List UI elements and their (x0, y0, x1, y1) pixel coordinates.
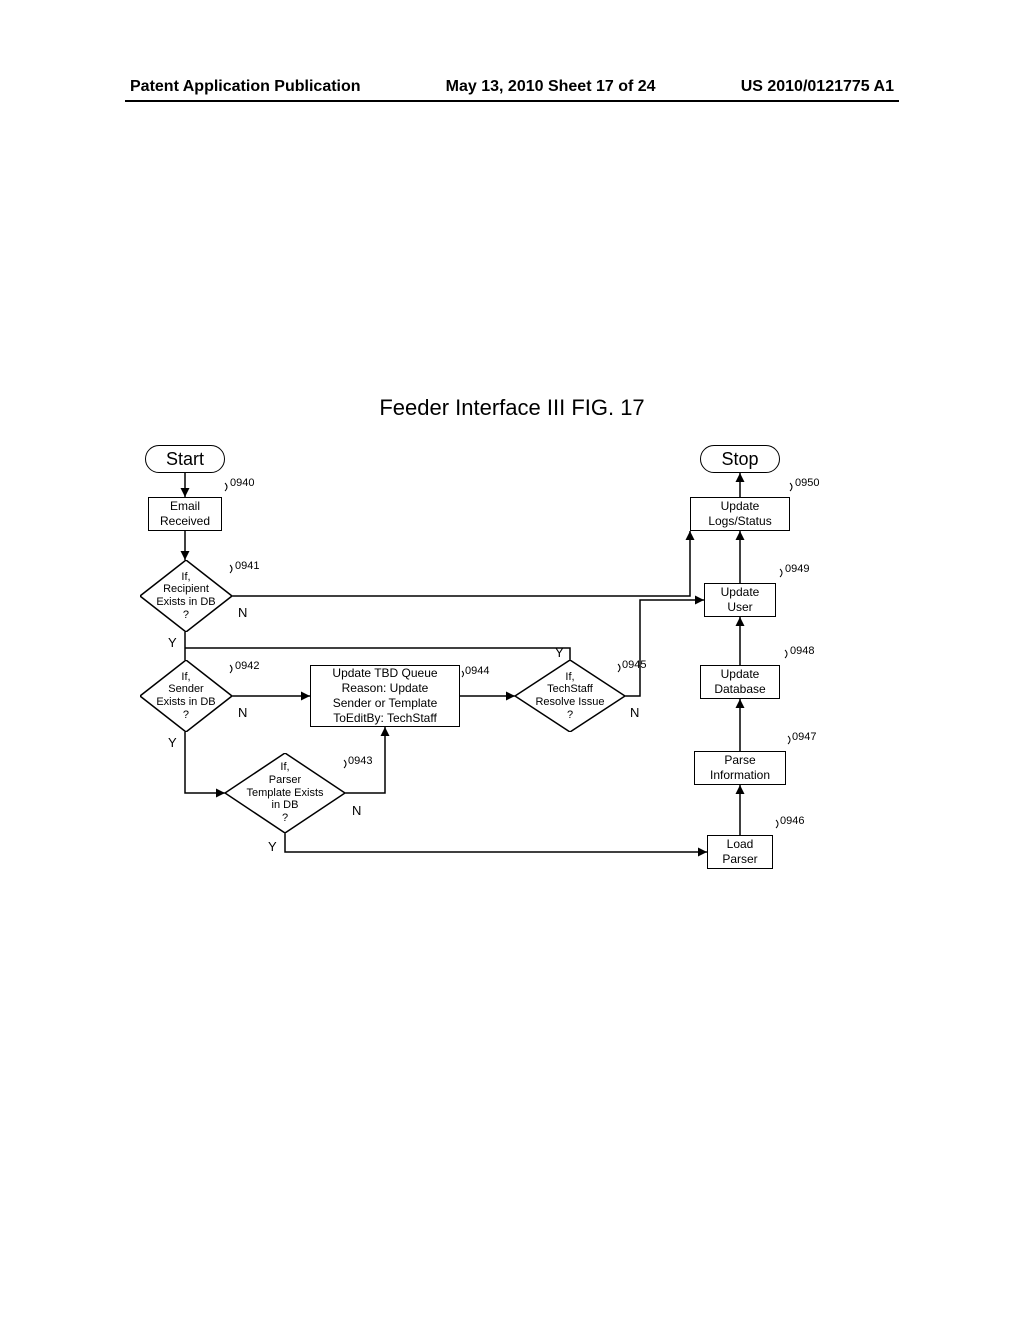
process-load_parser: LoadParser (707, 835, 773, 869)
process-update_db: UpdateDatabase (700, 665, 780, 699)
ref-0945: 0945 (622, 659, 646, 671)
header-left: Patent Application Publication (130, 78, 361, 96)
label-sender-yes: Y (168, 735, 177, 750)
decision-techstaff: If,TechStaffResolve Issue? (515, 660, 625, 732)
process-parse_info: ParseInformation (694, 751, 786, 785)
label-techstaff-no: N (630, 705, 639, 720)
process-update_logs: UpdateLogs/Status (690, 497, 790, 531)
ref-0943: 0943 (348, 755, 372, 767)
ref-0944: 0944 (465, 665, 489, 677)
flowchart: Start Stop EmailReceived UpdateLogs/Status I… (130, 435, 890, 935)
decision-label-techstaff: If,TechStaffResolve Issue? (515, 660, 625, 732)
ref-0948: 0948 (790, 645, 814, 657)
ref-0949: 0949 (785, 563, 809, 575)
label-techstaff-yes: Y (555, 645, 564, 660)
decision-label-recip_exists: If,RecipientExists in DB? (140, 560, 232, 632)
decision-parser_template: If,ParserTemplate Existsin DB? (225, 753, 345, 833)
decision-sender_exists: If,SenderExists in DB? (140, 660, 232, 732)
ref-0940: 0940 (230, 477, 254, 489)
label-parser-no: N (352, 803, 361, 818)
process-tbd_queue: Update TBD QueueReason: UpdateSender or … (310, 665, 460, 727)
terminator-start: Start (145, 445, 225, 473)
figure-title: Feeder Interface III FIG. 17 (0, 395, 1024, 421)
label-sender-no: N (238, 705, 247, 720)
process-update_user: UpdateUser (704, 583, 776, 617)
terminator-stop: Stop (700, 445, 780, 473)
ref-0947: 0947 (792, 731, 816, 743)
process-email_received: EmailReceived (148, 497, 222, 531)
decision-label-parser_template: If,ParserTemplate Existsin DB? (225, 753, 345, 833)
decision-label-sender_exists: If,SenderExists in DB? (140, 660, 232, 732)
ref-0950: 0950 (795, 477, 819, 489)
label-recipient-yes: Y (168, 635, 177, 650)
header-right: US 2010/0121775 A1 (741, 78, 894, 96)
decision-recip_exists: If,RecipientExists in DB? (140, 560, 232, 632)
ref-0946: 0946 (780, 815, 804, 827)
header-rule (125, 100, 899, 102)
label-parser-yes: Y (268, 839, 277, 854)
ref-0942: 0942 (235, 660, 259, 672)
label-recipient-no: N (238, 605, 247, 620)
ref-0941: 0941 (235, 560, 259, 572)
page-header: Patent Application Publication May 13, 2… (130, 78, 894, 96)
header-center: May 13, 2010 Sheet 17 of 24 (446, 78, 656, 96)
